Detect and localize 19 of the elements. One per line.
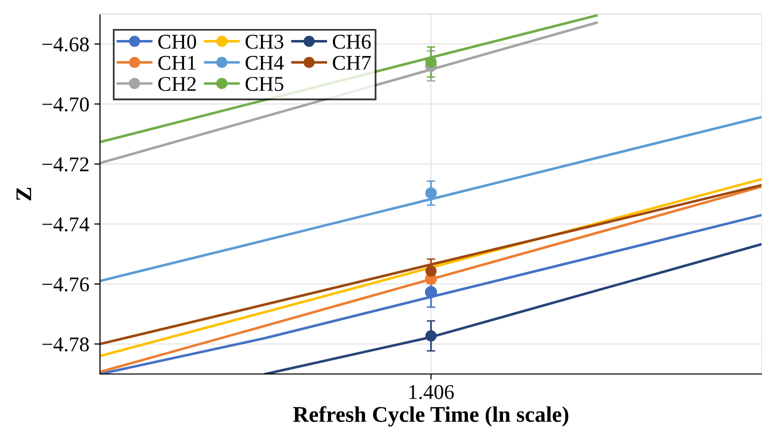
y-tick-label: −4.78 (42, 337, 89, 352)
legend-label: CH0 (158, 34, 196, 49)
legend-label: CH4 (246, 56, 284, 70)
legend-label: CH7 (332, 56, 371, 70)
x-tick-label: 1.406 (409, 385, 454, 400)
y-tick-label: −4.74 (42, 218, 90, 232)
x-axis-title: Refresh Cycle Time (ln scale) (293, 406, 568, 427)
legend-label: CH5 (246, 76, 284, 91)
legend-label: CH1 (158, 56, 196, 70)
y-tick-label: −4.70 (42, 97, 89, 112)
legend-label: CH6 (332, 34, 371, 49)
legend-label: CH2 (158, 76, 196, 91)
y-tick-label: −4.76 (42, 277, 89, 292)
legend-label: CH3 (246, 34, 284, 49)
line-series (264, 242, 762, 374)
line-series (100, 116, 762, 282)
y-tick-label: −4.72 (42, 157, 88, 172)
y-axis-title: Z (16, 188, 32, 200)
y-tick-label: −4.68 (42, 37, 89, 52)
